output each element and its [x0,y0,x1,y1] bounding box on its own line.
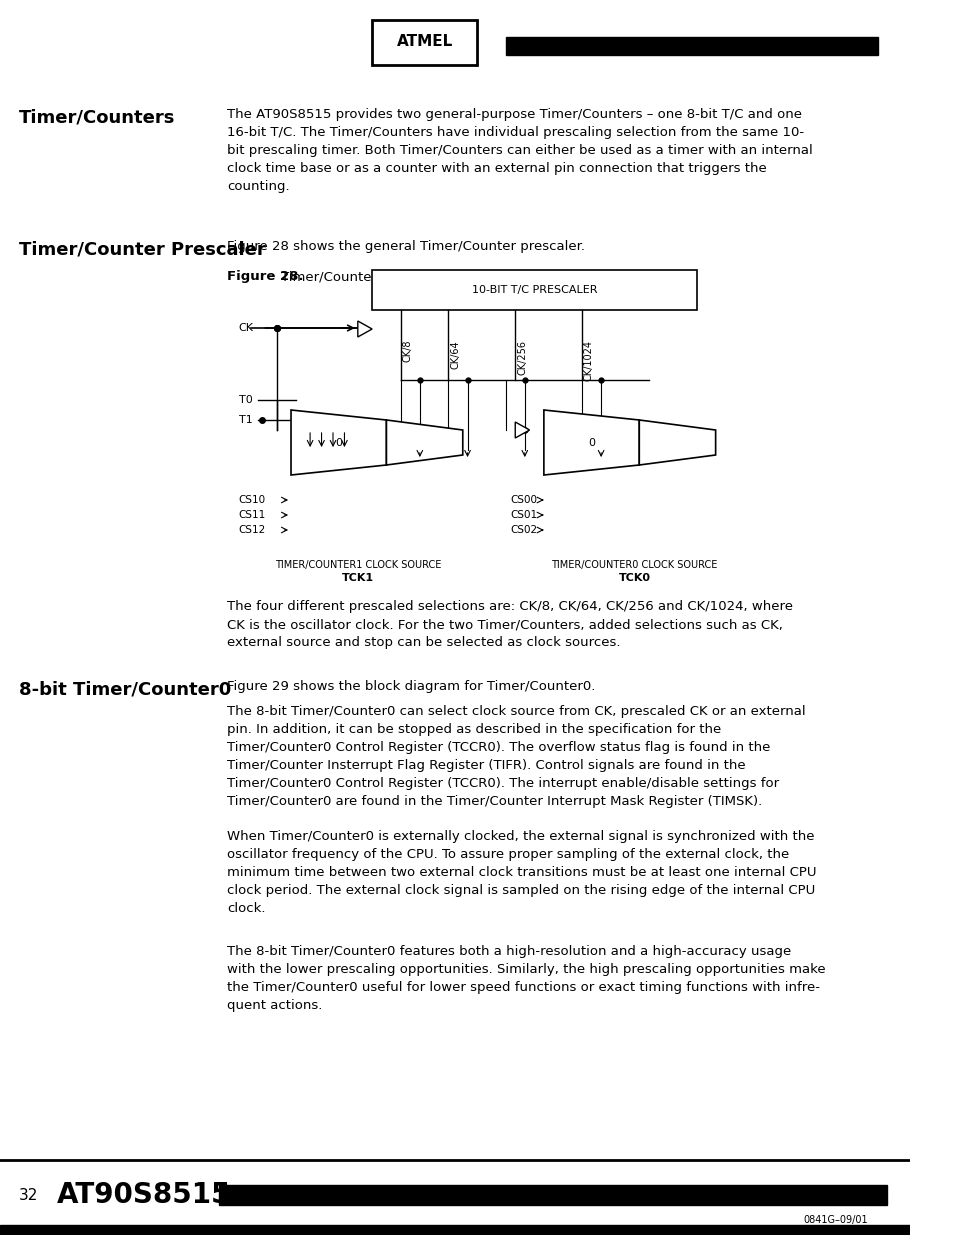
Text: CS01: CS01 [510,510,537,520]
Polygon shape [291,410,386,475]
FancyBboxPatch shape [372,20,476,65]
Text: CS10: CS10 [238,495,265,505]
Text: The four different prescaled selections are: CK/8, CK/64, CK/256 and CK/1024, wh: The four different prescaled selections … [227,600,792,650]
Polygon shape [386,420,462,466]
Bar [0,1225,909,1235]
Polygon shape [543,410,639,475]
Polygon shape [357,321,372,337]
Text: Figure 29 shows the block diagram for Timer/Counter0.: Figure 29 shows the block diagram for Ti… [227,680,595,693]
Text: T1: T1 [238,415,252,425]
Polygon shape [515,422,529,438]
Text: CK/8: CK/8 [402,340,413,363]
Text: CK/64: CK/64 [450,340,460,368]
Text: Figure 28.: Figure 28. [227,270,303,283]
Text: TIMER/COUNTER1 CLOCK SOURCE: TIMER/COUNTER1 CLOCK SOURCE [274,559,440,571]
Text: Timer/Counter Prescaler: Timer/Counter Prescaler [281,270,442,283]
Text: AT90S8515: AT90S8515 [57,1181,232,1209]
Text: Figure 28 shows the general Timer/Counter prescaler.: Figure 28 shows the general Timer/Counte… [227,240,584,253]
Text: CK/256: CK/256 [517,340,527,375]
Text: The AT90S8515 provides two general-purpose Timer/Counters – one 8-bit T/C and on: The AT90S8515 provides two general-purpo… [227,107,812,193]
Polygon shape [639,420,715,466]
Text: ATMEL: ATMEL [396,35,453,49]
Text: TCK0: TCK0 [618,573,650,583]
Text: Timer/Counter Prescaler: Timer/Counter Prescaler [19,240,266,258]
Text: TCK1: TCK1 [341,573,374,583]
Text: TIMER/COUNTER0 CLOCK SOURCE: TIMER/COUNTER0 CLOCK SOURCE [551,559,717,571]
Text: T0: T0 [238,395,252,405]
Text: 0841G–09/01: 0841G–09/01 [802,1215,867,1225]
Text: 0: 0 [335,437,342,447]
Text: The 8-bit Timer/Counter0 features both a high-resolution and a high-accuracy usa: The 8-bit Timer/Counter0 features both a… [227,945,825,1011]
Text: CS11: CS11 [238,510,266,520]
Text: 8-bit Timer/Counter0: 8-bit Timer/Counter0 [19,680,231,698]
Text: 10-BIT T/C PRESCALER: 10-BIT T/C PRESCALER [471,285,597,295]
Text: CS02: CS02 [510,525,537,535]
Text: When Timer/Counter0 is externally clocked, the external signal is synchronized w: When Timer/Counter0 is externally clocke… [227,830,816,915]
Bar [505,37,877,56]
Bar [372,270,696,310]
Text: CK/1024: CK/1024 [583,340,594,382]
Text: 0: 0 [587,437,595,447]
Text: CS12: CS12 [238,525,266,535]
Text: CS00: CS00 [510,495,537,505]
Bar [219,1186,886,1205]
Text: Timer/Counters: Timer/Counters [19,107,175,126]
Text: The 8-bit Timer/Counter0 can select clock source from CK, prescaled CK or an ext: The 8-bit Timer/Counter0 can select cloc… [227,705,805,808]
Text: 32: 32 [19,1188,38,1203]
Text: CK: CK [238,324,253,333]
